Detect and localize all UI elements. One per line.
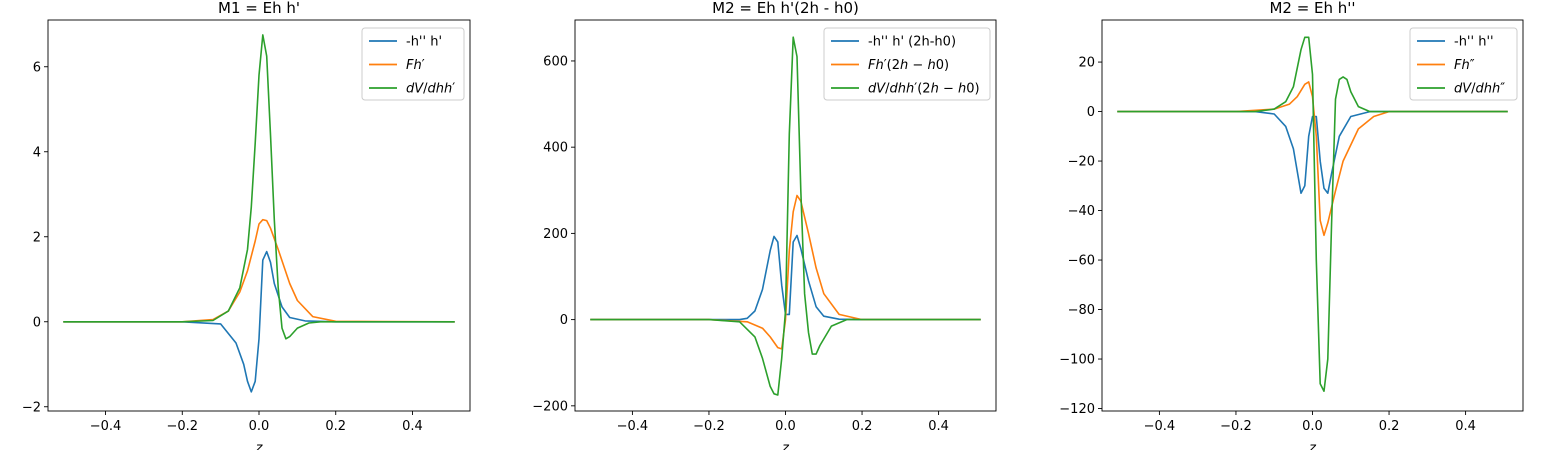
x-tick-label: −0.4 [617, 419, 649, 434]
chart-title: M1 = Eh h' [218, 0, 300, 17]
series-line-2 [590, 194, 981, 350]
x-axis-label: z [1308, 441, 1317, 450]
legend-label: -h'' h' (2h-h0) [868, 35, 956, 50]
series-line-3 [63, 34, 455, 340]
series-line-3 [1117, 36, 1508, 393]
x-tick-label: 0.0 [249, 419, 270, 434]
chart-panel-3: M2 = Eh h'' −0.4 −0.2 0.0 0.2 0.4 −120 −100 −80 −… [1059, 0, 1524, 450]
chart-panel-2: M2 = Eh h'(2h - h0) −0.4 −0.2 0.0 0.2 0.4 −200… [532, 0, 997, 450]
y-tick-label: −200 [532, 399, 568, 414]
legend-label: -h'' h'' [1454, 35, 1494, 50]
legend-label: dV/dhh′ [406, 82, 455, 97]
x-tick-label: −0.2 [166, 419, 198, 434]
x-axis-label: z [255, 441, 264, 450]
y-tick-label: 600 [543, 54, 568, 69]
x-tick-label: 0.2 [1379, 419, 1400, 434]
y-tick-label: −120 [1059, 402, 1095, 417]
y-tick-label: −60 [1068, 254, 1095, 269]
x-tick-label: 0.2 [852, 419, 873, 434]
x-tick-label: −0.2 [1220, 419, 1252, 434]
y-tick-label: 0 [33, 315, 41, 330]
chart-title: M2 = Eh h'(2h - h0) [712, 0, 859, 17]
legend-label: Fh′(2h − h0) [868, 58, 949, 73]
x-tick-label: −0.4 [1144, 419, 1176, 434]
y-tick-label: −100 [1059, 353, 1095, 368]
series-line-3 [590, 36, 981, 396]
y-tick-label: 6 [33, 60, 41, 75]
x-axis-label: z [781, 441, 790, 450]
x-tick-label: −0.4 [90, 419, 122, 434]
legend-label: Fh′ [406, 58, 425, 73]
legend-box [823, 27, 991, 101]
chart-title: M2 = Eh h'' [1269, 0, 1355, 17]
series-line-2 [63, 218, 455, 323]
x-tick-label: 0.4 [928, 419, 949, 434]
legend-label: dV/dhh″ [1454, 82, 1505, 97]
x-tick-label: 0.2 [325, 419, 346, 434]
legend: -h'' h' (2h-h0) Fh′(2h − h0) dV/dhh′(2h − … [823, 27, 991, 101]
x-tick-label: 0.4 [402, 419, 423, 434]
chart-panel-1: M1 = Eh h' −0.4 −0.2 0.0 0.2 0.4 −2 0 2 4 6 z -h'' h… [22, 0, 471, 450]
y-tick-label: −80 [1068, 303, 1095, 318]
y-tick-label: 400 [543, 141, 568, 156]
y-tick-label: −20 [1068, 155, 1095, 170]
legend-label: -h'' h' [406, 35, 442, 50]
x-tick-label: 0.0 [775, 419, 796, 434]
y-tick-label: 0 [560, 313, 568, 328]
legend-box [361, 27, 465, 101]
legend-box [1409, 27, 1518, 101]
x-tick-label: −0.2 [693, 419, 725, 434]
y-tick-label: 200 [543, 227, 568, 242]
series-line-1 [63, 250, 455, 393]
y-tick-label: 0 [1087, 105, 1095, 120]
legend-label: Fh″ [1454, 58, 1475, 73]
y-tick-label: −40 [1068, 204, 1095, 219]
y-tick-label: 20 [1078, 56, 1095, 71]
y-tick-label: 2 [33, 230, 41, 245]
y-tick-label: −2 [22, 400, 41, 415]
legend: -h'' h' Fh′ dV/dhh′ [361, 27, 465, 101]
y-tick-label: 4 [33, 145, 41, 160]
x-tick-label: 0.4 [1455, 419, 1476, 434]
series-line-2 [1117, 81, 1508, 237]
series-line-1 [590, 234, 981, 321]
legend: -h'' h'' Fh″ dV/dhh″ [1409, 27, 1518, 101]
series-line-1 [1117, 110, 1508, 194]
x-tick-label: 0.0 [1302, 419, 1323, 434]
legend-label: dV/dhh′(2h − h0) [868, 82, 980, 97]
